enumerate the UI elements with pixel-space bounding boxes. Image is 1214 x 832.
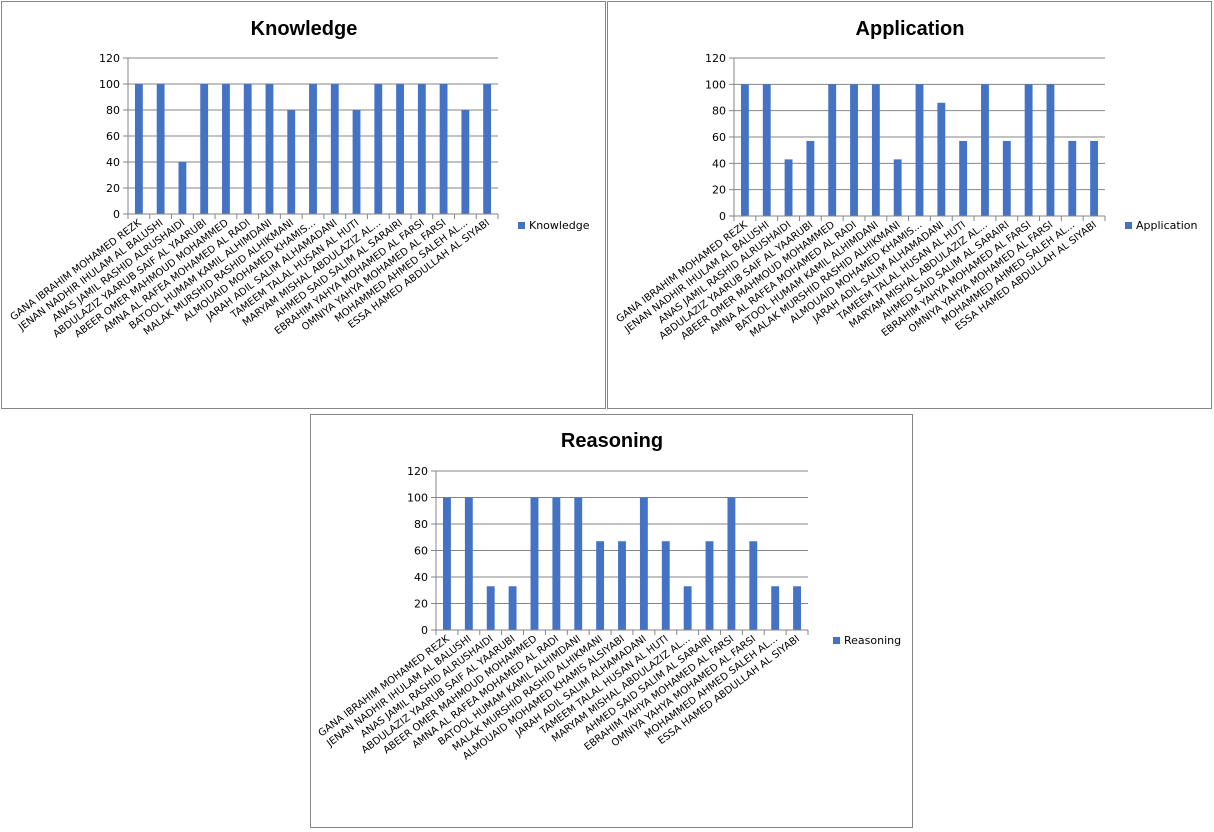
- bar: [727, 497, 736, 630]
- bar: [374, 84, 383, 214]
- bar: [661, 541, 670, 630]
- bar: [417, 84, 426, 214]
- y-tick-label: 20: [712, 184, 726, 197]
- bar: [574, 497, 583, 630]
- y-tick-label: 80: [414, 518, 428, 531]
- bar: [396, 84, 404, 214]
- bar: [915, 84, 924, 216]
- bar: [784, 159, 793, 216]
- bar: [443, 497, 451, 630]
- bar: [749, 541, 758, 630]
- bar: [959, 140, 968, 216]
- bar: [1046, 84, 1055, 216]
- bar: [596, 541, 605, 630]
- bar: [850, 84, 858, 216]
- bar: [639, 497, 648, 630]
- legend-label: Knowledge: [529, 219, 590, 232]
- bar: [871, 84, 880, 216]
- bar: [309, 84, 317, 214]
- bar: [486, 586, 495, 630]
- chart-panel-reasoning: Reasoning 0 20 40 60 80 100 120 GANA IBRAHIM MOH…: [310, 414, 913, 828]
- bar: [828, 84, 837, 216]
- bar: [483, 84, 492, 214]
- y-tick-label: 120: [99, 52, 120, 65]
- y-tick-label: 80: [106, 104, 120, 117]
- bar: [740, 84, 749, 216]
- y-tick-label: 40: [106, 156, 120, 169]
- chart-title-application: Application: [856, 18, 965, 40]
- bar: [439, 84, 448, 214]
- y-tick-label: 100: [407, 492, 428, 505]
- y-tick-label: 120: [407, 465, 428, 478]
- bar: [330, 84, 339, 214]
- bar: [893, 159, 902, 216]
- bar: [771, 586, 780, 630]
- bar: [1024, 84, 1033, 216]
- bar: [287, 110, 296, 214]
- y-tick-label: 20: [106, 182, 120, 195]
- bar: [1090, 140, 1099, 216]
- chart-panel-application: Application 0 20 40 60 80 100 120 GANA IBRAHIM M…: [607, 1, 1212, 409]
- bar: [762, 84, 771, 216]
- bar: [793, 586, 801, 630]
- y-tick-label: 100: [705, 78, 726, 91]
- y-tick-label: 120: [705, 52, 726, 65]
- y-tick-label: 60: [414, 545, 428, 558]
- bar: [937, 102, 946, 216]
- bar: [156, 84, 165, 214]
- bar: [461, 110, 470, 214]
- chart-title-knowledge: Knowledge: [251, 18, 358, 40]
- y-tick-label: 40: [712, 157, 726, 170]
- bar: [981, 84, 989, 216]
- bar: [552, 497, 561, 630]
- legend-swatch: [833, 637, 840, 644]
- y-tick-label: 0: [113, 208, 120, 221]
- legend-label: Application: [1136, 219, 1197, 232]
- bar: [352, 110, 361, 214]
- y-tick-label: 20: [414, 598, 428, 611]
- bar: [265, 84, 274, 214]
- legend-label: Reasoning: [844, 634, 901, 647]
- legend-swatch: [518, 222, 525, 229]
- bar: [134, 84, 143, 214]
- bar: [464, 497, 473, 630]
- legend-swatch: [1125, 222, 1132, 229]
- y-tick-label: 0: [421, 624, 428, 637]
- bar: [178, 162, 187, 214]
- bar: [618, 541, 626, 630]
- bar: [705, 541, 714, 630]
- y-tick-label: 40: [414, 571, 428, 584]
- bar: [1068, 140, 1077, 216]
- bar: [243, 84, 252, 214]
- chart-title-reasoning: Reasoning: [561, 430, 663, 452]
- y-tick-label: 60: [106, 130, 120, 143]
- chart-panel-knowledge: Knowledge 0 20 40 60 80 100 120 GANA IBRAHIM MOH…: [1, 1, 606, 409]
- bar: [1002, 140, 1011, 216]
- y-tick-label: 100: [99, 78, 120, 91]
- bar: [530, 497, 539, 630]
- y-tick-label: 0: [719, 210, 726, 223]
- y-tick-label: 80: [712, 105, 726, 118]
- bar: [222, 84, 230, 214]
- bar: [200, 84, 209, 214]
- y-tick-label: 60: [712, 131, 726, 144]
- bar: [806, 140, 815, 216]
- bar: [683, 586, 692, 630]
- bar: [508, 586, 517, 630]
